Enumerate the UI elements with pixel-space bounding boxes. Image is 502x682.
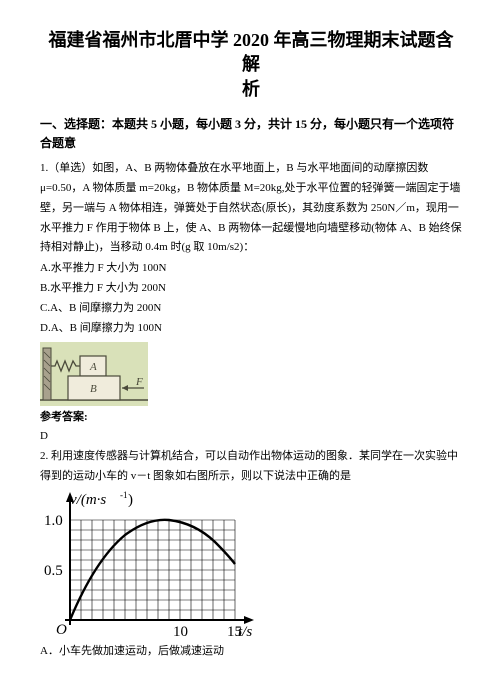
- page-title: 福建省福州市北厝中学 2020 年高三物理期末试题含解 析: [40, 28, 462, 101]
- q1-option-a: A.水平推力 F 大小为 100N: [40, 259, 462, 279]
- svg-text:F: F: [135, 376, 143, 388]
- svg-text:): ): [128, 492, 133, 508]
- ytick-1: 1.0: [44, 513, 63, 529]
- svg-text:v/(m·s: v/(m·s: [70, 492, 106, 508]
- ytick-2: 0.5: [44, 563, 63, 579]
- q1-option-d: D.A、B 间摩擦力为 100N: [40, 319, 462, 339]
- xtick-1: 10: [173, 624, 188, 640]
- origin-label: O: [56, 622, 67, 638]
- q1-diagram: A B F: [40, 342, 462, 406]
- q2-chart: v/(m·s -1 ): [40, 490, 462, 640]
- section-1-header: 一、选择题：本题共 5 小题，每小题 3 分，共计 15 分，每小题只有一个选项…: [40, 115, 462, 153]
- q2-stem-text: 2. 利用速度传感器与计算机结合，可以自动作出物体运动的图象．某同学在一次实验中…: [40, 447, 462, 487]
- svg-text:B: B: [90, 383, 97, 395]
- svg-text:-1: -1: [120, 490, 128, 500]
- title-line-1: 福建省福州市北厝中学 2020 年高三物理期末试题含解: [49, 30, 454, 74]
- q2-option-a: A．小车先做加速运动，后做减速运动: [40, 642, 462, 662]
- title-line-2: 析: [242, 79, 260, 99]
- xaxis-label: t/s: [238, 624, 252, 640]
- q1-option-b: B.水平推力 F 大小为 200N: [40, 279, 462, 299]
- answer-label: 参考答案:: [40, 408, 462, 427]
- q1-stem: 1.（单选）如图，A、B 两物体叠放在水平地面上，B 与水平地面间的动摩擦因数 …: [40, 159, 462, 258]
- svg-text:A: A: [89, 361, 97, 373]
- q1-option-c: C.A、B 间摩擦力为 200N: [40, 299, 462, 319]
- q1-answer: D: [40, 427, 462, 446]
